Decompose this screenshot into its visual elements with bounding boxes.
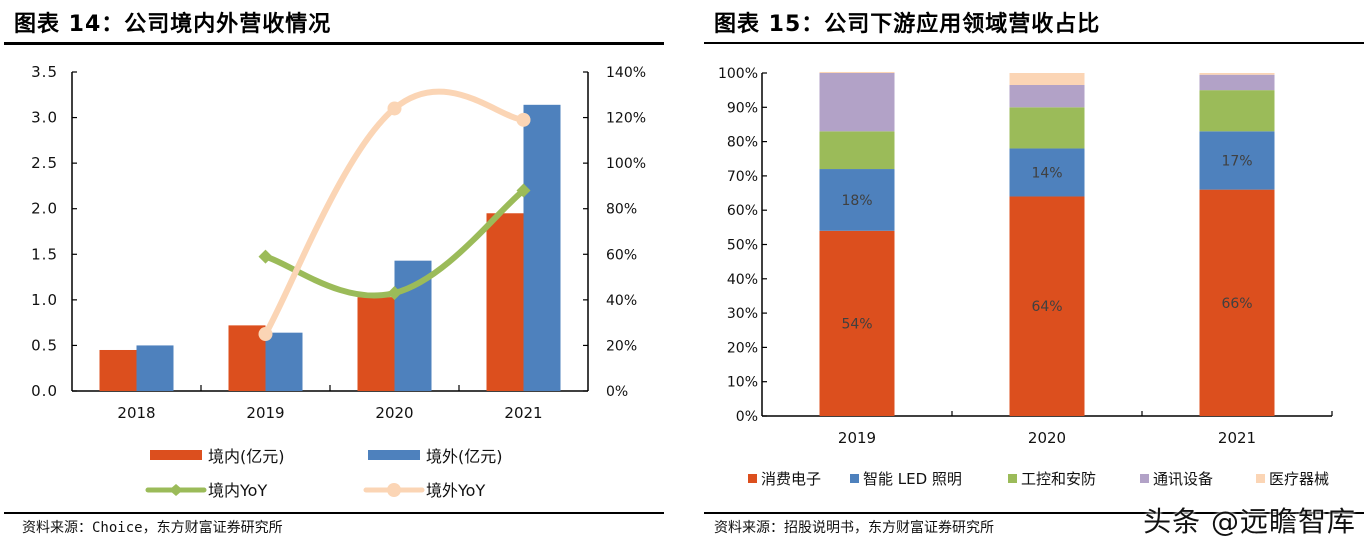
y-right-tick-label: 60% [606,247,637,263]
legend-medical-devices-label: 医疗器械 [1269,470,1329,488]
source-rule [4,512,664,514]
title-rule [704,42,1364,44]
segment-industrial-security [819,131,895,170]
legend-industrial-security-swatch [1008,474,1017,483]
legend-overseas-yoy-label: 境外YoY [426,481,485,500]
source-note: 资料来源：招股说明书，东方财富证券研究所 [714,520,994,536]
bar-domestic [486,213,524,391]
overseas-yoy-line [262,88,527,338]
segment-smart-led-lighting [1199,131,1275,190]
chart-title: 图表 14：公司境内外营收情况 [14,12,332,37]
segment-telecom-equipment [1009,85,1085,108]
y-tick-label: 60% [727,203,758,219]
y-right-tick-label: 0% [606,384,628,400]
x-tick-label: 2019 [838,429,876,447]
x-tick-label: 2020 [375,404,413,422]
legend-domestic-swatch [150,450,202,460]
domestic-yoy-marker [516,183,531,198]
application-stacked-chart: 0% 10% 20% 30% 40% 50% 60% 70% 80% 90% 100% 2019 202… [718,66,1333,488]
chart-panel-domestic-overseas: 图表 14：公司境内外营收情况 0.0 0.5 1.0 1.5 2.0 2.5 3.0 3.5… [0,0,680,547]
y-left-tick-label: 3.5 [31,63,58,81]
segment-consumer-electronics [1009,196,1085,416]
y-tick-label: 10% [727,375,758,391]
x-tick-label: 2019 [246,404,284,422]
bar-overseas [136,345,174,391]
legend-consumer-electronics-label: 消费电子 [761,470,821,488]
segment-consumer-electronics [819,230,895,416]
data-label: 54% [841,316,872,332]
y-left-tick-label: 3.0 [31,109,58,127]
data-label: 17% [1221,153,1252,169]
y-left-tick-label: 0.0 [31,382,58,400]
y-left-tick-label: 1.5 [31,245,58,263]
y-right-tick-label: 120% [606,111,646,127]
y-tick-label: 90% [727,100,758,116]
y-right-tick-label: 140% [606,65,646,81]
y-right-tick-label: 20% [606,338,637,354]
legend-domestic-label: 境内(亿元) [208,447,285,466]
x-tick-label: 2020 [1028,429,1066,447]
y-tick-label: 50% [727,238,758,254]
overseas-yoy-marker [258,327,273,342]
segment-telecom-equipment [1199,74,1275,91]
legend-domestic-yoy-marker [169,484,183,496]
legend-medical-devices-swatch [1256,474,1265,483]
legend-overseas-swatch [368,450,420,460]
source-note: 资料来源：Choice，东方财富证券研究所 [22,520,283,536]
legend-smart-led-lighting-swatch [850,474,859,483]
overseas-yoy-marker [516,112,531,127]
domestic-yoy-marker [387,286,402,301]
segment-consumer-electronics [1199,189,1275,416]
data-label: 66% [1221,296,1252,312]
overseas-yoy-marker [387,101,402,116]
segment-industrial-security [1199,90,1275,132]
x-tick-label: 2021 [504,404,542,422]
legend-overseas-label: 境外(亿元) [426,447,503,466]
data-label: 18% [841,193,872,209]
legend-telecom-equipment-label: 通讯设备 [1153,470,1213,488]
segment-telecom-equipment [819,73,895,132]
bar-overseas [265,332,303,391]
segment-smart-led-lighting [819,169,895,231]
y-tick-label: 100% [718,66,758,82]
segment-medical-devices [1199,73,1275,75]
legend-overseas-yoy-marker [387,483,401,497]
bar-domestic [357,297,395,391]
title-rule [4,42,664,45]
y-tick-label: 20% [727,340,758,356]
domestic-yoy-marker [258,249,273,264]
x-tick-label: 2018 [117,404,155,422]
y-right-tick-label: 100% [606,156,646,172]
data-label: 14% [1031,165,1062,181]
segment-smart-led-lighting [1009,148,1085,197]
y-right-tick-label: 40% [606,293,637,309]
revenue-combo-chart: 0.0 0.5 1.0 1.5 2.0 2.5 3.0 3.5 0% 20% 40% 60% 80% 10… [31,63,646,500]
legend-domestic-yoy-label: 境内YoY [208,481,267,500]
bar-domestic [99,349,137,391]
y-tick-label: 80% [727,135,758,151]
data-label: 64% [1031,299,1062,315]
y-tick-label: 0% [736,409,758,425]
chart-title: 图表 15：公司下游应用领域营收占比 [714,12,1101,37]
y-left-tick-label: 2.0 [31,200,58,218]
y-tick-label: 70% [727,169,758,185]
y-tick-label: 30% [727,306,758,322]
x-tick-label: 2021 [1218,429,1256,447]
legend-industrial-security-label: 工控和安防 [1021,470,1096,488]
bar-overseas [523,104,561,391]
y-right-tick-label: 80% [606,202,637,218]
y-tick-label: 40% [727,272,758,288]
y-left-tick-label: 1.0 [31,291,58,309]
legend-smart-led-lighting-label: 智能 LED 照明 [863,470,962,488]
segment-industrial-security [1009,107,1085,149]
y-left-tick-label: 0.5 [31,336,58,354]
segment-medical-devices [819,71,895,73]
source-rule [704,512,1364,514]
watermark: 头条 @远瞻智库 [1143,505,1356,538]
segment-medical-devices [1009,73,1085,86]
legend-consumer-electronics-swatch [748,474,757,483]
legend-telecom-equipment-swatch [1140,474,1149,483]
y-left-tick-label: 2.5 [31,154,58,172]
chart-panel-application-share: 图表 15：公司下游应用领域营收占比 0% 10% 20% 30% 40% 50% 60% 7… [690,0,1368,547]
